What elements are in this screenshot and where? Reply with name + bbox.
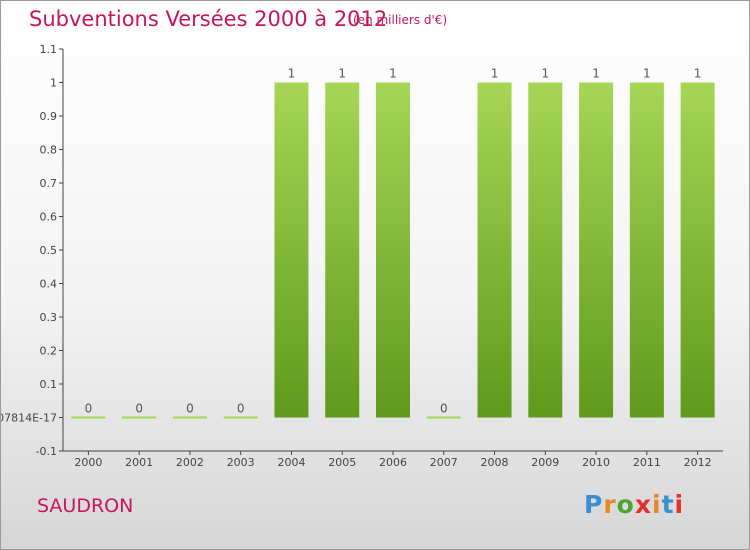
bar-2009 xyxy=(528,82,563,418)
x-tick-label: 2006 xyxy=(379,456,407,469)
axis-layer: -0.1 1.3877787807814E-17 0.1 0.2 0.3 0.4 0.5 0.… xyxy=(1,43,723,469)
bar-value-label: 0 xyxy=(440,402,448,416)
y-tick-label: 0.6 xyxy=(40,211,58,224)
logo-letter: t xyxy=(661,490,675,519)
y-tick-label: 0.5 xyxy=(40,244,58,257)
y-tick-label: 0.4 xyxy=(40,278,58,291)
bar-value-label: 1 xyxy=(592,67,600,81)
y-tick-label: 0.9 xyxy=(40,110,58,123)
logo-letter: r xyxy=(603,490,617,519)
y-tick-label: 0.7 xyxy=(40,177,58,190)
bar-value-label: 0 xyxy=(85,402,93,416)
x-tick-label: 2009 xyxy=(531,456,559,469)
bar-2002 xyxy=(172,416,207,419)
bar-2007 xyxy=(426,416,461,419)
x-tick-label: 2011 xyxy=(633,456,661,469)
bar-value-label: 1 xyxy=(389,67,397,81)
y-tick-label: 1 xyxy=(50,77,57,90)
x-tick-label: 2003 xyxy=(227,456,255,469)
x-tick-label: 2005 xyxy=(328,456,356,469)
y-tick-label: 0.3 xyxy=(40,311,58,324)
x-tick-label: 2012 xyxy=(684,456,712,469)
x-tick-label: 2001 xyxy=(125,456,153,469)
bar-value-label: 1 xyxy=(338,67,346,81)
bar-2001 xyxy=(122,416,157,419)
logo-letter: o xyxy=(616,490,635,519)
bar-value-label: 0 xyxy=(135,402,143,416)
commune-name: SAUDRON xyxy=(37,495,134,517)
bar-2003 xyxy=(223,416,258,419)
y-tick-label: 0.8 xyxy=(40,144,58,157)
bar-2008 xyxy=(477,82,512,418)
bar-2000 xyxy=(71,416,106,419)
bar-2012 xyxy=(680,82,715,418)
x-tick-label: 2007 xyxy=(430,456,458,469)
x-tick-label: 2002 xyxy=(176,456,204,469)
x-tick-label: 2004 xyxy=(277,456,305,469)
y-tick-label: 0.1 xyxy=(40,378,58,391)
logo-letter: x xyxy=(634,490,652,519)
y-tick-label: 1.3877787807814E-17 xyxy=(1,412,57,425)
bar-2005 xyxy=(325,82,360,418)
y-tick-label: 0.2 xyxy=(40,345,58,358)
bar-value-label: 1 xyxy=(288,67,296,81)
logo-letter: P xyxy=(584,490,604,519)
chart-title: Subventions Versées 2000 à 2012 xyxy=(29,7,388,31)
x-tick-label: 2000 xyxy=(74,456,102,469)
y-tick-label: 1.1 xyxy=(40,43,58,56)
logo-letter: i xyxy=(674,490,685,519)
bar-value-label: 0 xyxy=(186,402,194,416)
bar-value-label: 0 xyxy=(237,402,245,416)
bar-value-label: 1 xyxy=(643,67,651,81)
bar-value-label: 1 xyxy=(694,67,702,81)
bar-2006 xyxy=(376,82,410,418)
proxiti-logo: Proxiti xyxy=(584,490,684,519)
bar-2010 xyxy=(579,82,614,418)
bar-value-label: 1 xyxy=(491,67,499,81)
bar-2011 xyxy=(629,82,664,418)
x-tick-label: 2008 xyxy=(481,456,509,469)
logo-letter: i xyxy=(652,490,662,519)
unit-note: (en milliers d'€) xyxy=(353,13,448,27)
y-tick-label: -0.1 xyxy=(36,445,57,458)
x-tick-label: 2010 xyxy=(582,456,610,469)
bar-value-label: 1 xyxy=(541,67,549,81)
bar-2004 xyxy=(274,82,309,418)
bars-layer: 0 0 0 0 1 1 1 0 1 1 1 1 1 xyxy=(71,67,715,419)
